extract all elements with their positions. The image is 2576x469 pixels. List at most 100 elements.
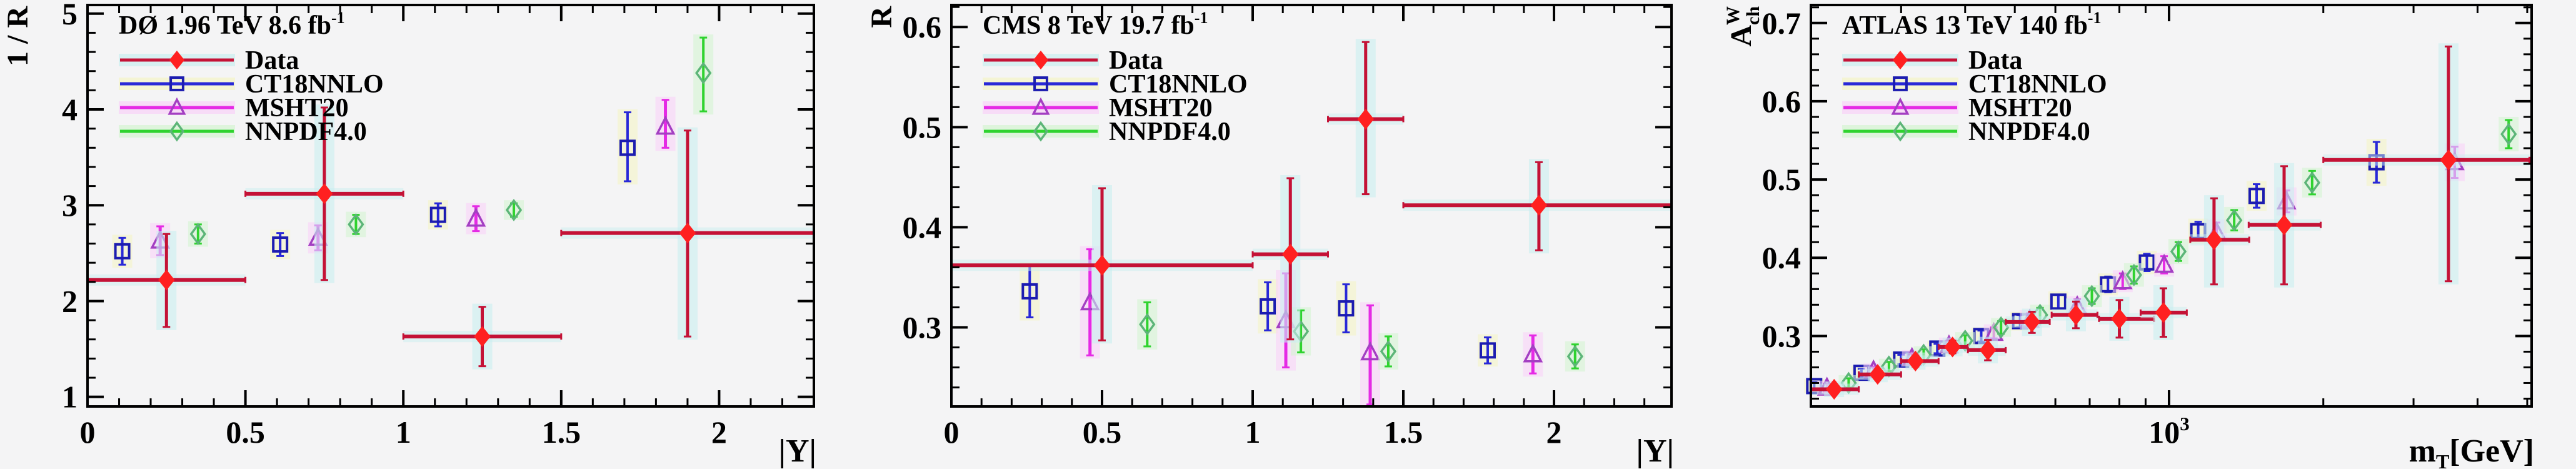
chart-title: CMS 8 TeV 19.7 fb-1: [983, 9, 1208, 40]
y-tick-label: 5: [62, 0, 78, 31]
open-square-marker: [1338, 300, 1355, 317]
filled-diamond-marker: [1907, 350, 1924, 372]
plot-frame: [1810, 4, 2533, 408]
series-data: [86, 104, 815, 370]
legend-item-data: Data: [983, 46, 1163, 75]
filled-diamond-marker: [1357, 108, 1375, 130]
filled-diamond-marker: [316, 183, 333, 204]
filled-diamond-marker-legend: [1033, 50, 1049, 70]
series-data: [1810, 43, 2530, 400]
x-tick-label: 0.5: [1083, 415, 1122, 450]
open-triangle-marker: [655, 115, 676, 135]
plot-frame: [950, 4, 1673, 408]
filled-diamond-marker: [158, 270, 175, 291]
y-tick-label: 0.4: [1762, 240, 1802, 275]
chart-title: DØ 1.96 TeV 8.6 fb-1: [119, 9, 345, 40]
y-tick-label: 0.7: [1762, 6, 1802, 41]
y-tick-label: 1: [62, 380, 78, 415]
legend-item-ct18nnlo: CT18NNLO: [1842, 70, 2107, 99]
legend-item-msht20: MSHT20: [119, 94, 349, 123]
x-axis-title: |Y|: [779, 433, 816, 469]
open-square-marker-legend: [1033, 76, 1048, 91]
series-data: [950, 39, 1673, 344]
open-diamond-marker: [2170, 240, 2187, 263]
filled-diamond-marker: [1282, 243, 1299, 265]
axis-ticks: 0 0.5 1 1.5 2 0.3 0.4 0.5 0.6: [903, 5, 1671, 450]
open-square-marker: [114, 243, 131, 260]
series-ct18nnlo: [1804, 139, 2387, 395]
series-ct18nnlo: [1020, 262, 1498, 367]
y-tick-label: 3: [62, 188, 78, 223]
open-diamond-marker-legend: [1892, 121, 1908, 142]
series-nnpdf4-0: [188, 34, 714, 247]
series-layer: [950, 39, 1673, 408]
filled-diamond-marker: [1869, 364, 1887, 385]
open-diamond-marker-legend: [169, 121, 185, 142]
chart-atlas: 103 0.3 0.4 0.5 0.6 0.7 mT[GeV] AWch ATLAS 13 Te…: [1723, 4, 2534, 469]
legend-label: CT18NNLO: [245, 70, 384, 99]
open-square-marker: [2138, 254, 2155, 271]
open-diamond-marker: [2500, 123, 2517, 146]
open-square-marker-legend: [169, 76, 184, 91]
x-tick-label: 1: [396, 415, 411, 450]
open-diamond-marker: [189, 223, 206, 246]
y-tick-label: 0.6: [1762, 84, 1802, 119]
series-ct18nnlo: [112, 109, 638, 268]
filled-diamond-marker-legend: [169, 50, 185, 70]
filled-diamond-marker: [2111, 308, 2128, 330]
series-nnpdf4-0: [1137, 299, 1585, 372]
legend-label: MSHT20: [1109, 94, 1213, 123]
x-axis-title: |Y|: [1636, 433, 1674, 469]
x-tick-label: 0: [944, 415, 960, 450]
legend-item-nnpdf4-0: NNPDF4.0: [983, 118, 1231, 146]
open-diamond-marker: [2226, 209, 2243, 232]
filled-diamond-marker: [1825, 378, 1843, 400]
open-diamond-marker: [2303, 171, 2321, 194]
open-triangle-marker: [1360, 341, 1380, 361]
legend-item-ct18nnlo: CT18NNLO: [119, 70, 384, 99]
series-layer: [1804, 43, 2530, 400]
open-square-marker: [2050, 293, 2067, 310]
legend-item-nnpdf4-0: NNPDF4.0: [1842, 118, 2090, 146]
y-tick-label: 2: [62, 283, 78, 318]
axis-ticks: 103 0.3 0.4 0.5 0.6 0.7: [1762, 5, 2532, 450]
open-square-marker: [2248, 188, 2265, 204]
open-diamond-marker: [1139, 313, 1156, 336]
filled-diamond-marker: [2023, 311, 2040, 333]
legend-label: Data: [1968, 46, 2022, 75]
y-axis-title: R: [865, 6, 898, 28]
x-tick-label: 103: [2148, 413, 2190, 450]
axis-ticks: 0 0.5 1 1.5 2 1 2 3 4 5: [62, 0, 814, 450]
x-tick-label: 1.5: [1384, 415, 1423, 450]
open-triangle-marker-legend: [168, 97, 186, 115]
open-square-marker: [272, 236, 289, 253]
x-tick-label: 2: [711, 415, 727, 450]
filled-diamond-marker: [1093, 255, 1111, 276]
open-square-marker: [619, 139, 636, 156]
open-triangle-marker: [466, 207, 486, 227]
x-tick-label: 0.5: [226, 415, 265, 450]
open-diamond-marker: [505, 198, 523, 221]
legend-label: Data: [1109, 46, 1163, 75]
legend-label: CT18NNLO: [1968, 70, 2107, 99]
legend-item-nnpdf4-0: NNPDF4.0: [119, 118, 367, 146]
open-triangle-marker: [1523, 343, 1543, 363]
filled-diamond-marker: [2440, 149, 2457, 171]
legend-item-data: Data: [1842, 46, 2022, 75]
legend-item-msht20: MSHT20: [983, 94, 1213, 123]
filled-diamond-marker: [2275, 214, 2293, 236]
filled-diamond-marker: [2205, 229, 2223, 251]
legend-label: MSHT20: [1968, 94, 2072, 123]
chart-d0: 0 0.5 1 1.5 2 1 2 3 4 5 |Y| 1 / R DØ 1.96 TeV 8.6 fb…: [1, 0, 816, 469]
open-triangle-marker: [2154, 253, 2174, 273]
y-tick-label: 0.4: [903, 209, 942, 245]
filled-diamond-marker: [1944, 336, 1961, 358]
x-tick-label: 0: [80, 415, 96, 450]
legend-label: NNPDF4.0: [1109, 118, 1231, 146]
open-diamond-marker: [2083, 285, 2100, 308]
